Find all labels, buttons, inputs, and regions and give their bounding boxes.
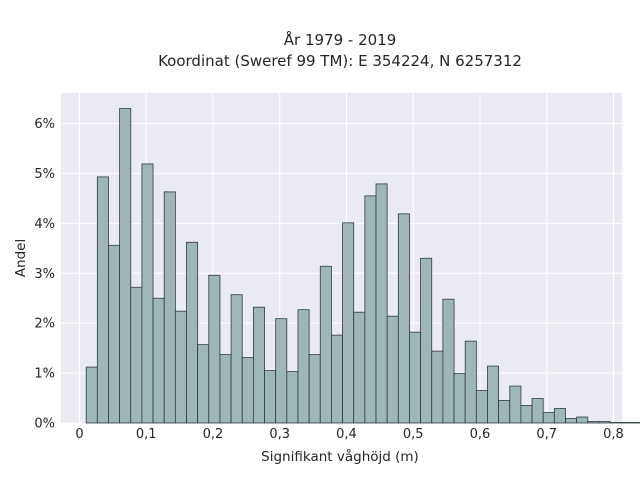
x-tick-label: 0,4 xyxy=(336,427,357,442)
histogram-bar xyxy=(186,241,199,424)
chart-title: År 1979 - 2019 xyxy=(284,30,397,49)
histogram-bar xyxy=(375,183,388,424)
histogram-bar xyxy=(163,191,176,424)
histogram-bar xyxy=(342,222,355,424)
histogram-bar xyxy=(219,354,232,424)
histogram-bar xyxy=(598,421,611,424)
histogram-bar xyxy=(174,310,187,424)
x-tick-label: 0,6 xyxy=(470,427,491,442)
histogram-bar xyxy=(509,385,522,424)
histogram-bar xyxy=(542,412,555,424)
histogram-bar xyxy=(96,176,109,424)
y-tick-label: 3% xyxy=(34,267,55,282)
y-tick-label: 0% xyxy=(34,417,55,432)
histogram-bar xyxy=(431,350,444,424)
histogram-bar xyxy=(620,422,633,424)
histogram-bar xyxy=(331,334,343,424)
histogram-bar xyxy=(353,311,366,424)
histogram-bar xyxy=(308,354,321,424)
x-tick-label: 0,1 xyxy=(136,427,157,442)
histogram-bar xyxy=(297,309,310,424)
histogram-bar xyxy=(386,315,399,424)
y-tick-label: 5% xyxy=(34,167,55,182)
histogram-bar xyxy=(565,418,578,424)
histogram-bar xyxy=(631,422,640,424)
histogram-bar xyxy=(409,331,422,424)
histogram-bar xyxy=(319,265,332,424)
x-tick-label: 0,5 xyxy=(403,427,424,442)
histogram-bar xyxy=(230,294,243,424)
y-tick-label: 1% xyxy=(34,367,55,382)
histogram-bar xyxy=(141,163,154,424)
chart-subtitle: Koordinat (Sweref 99 TM): E 354224, N 62… xyxy=(158,52,522,70)
histogram-bar xyxy=(275,318,288,424)
histogram-bar xyxy=(587,421,600,424)
y-tick-label: 4% xyxy=(34,217,55,232)
x-tick-label: 0,3 xyxy=(269,427,290,442)
y-axis-ticks: 0% 1% 2% 3% 4% 5% 6% xyxy=(34,117,55,432)
x-axis-label: Signifikant våghöjd (m) xyxy=(261,448,419,465)
histogram-bar xyxy=(609,422,622,424)
histogram-bar xyxy=(197,344,210,424)
histogram-bar xyxy=(152,297,165,424)
x-tick-label: 0,7 xyxy=(536,427,557,442)
histogram-bar xyxy=(130,286,143,424)
histogram-bar xyxy=(520,405,533,424)
histogram-bar xyxy=(241,357,254,424)
x-tick-label: 0 xyxy=(75,427,83,442)
histogram-bar xyxy=(576,416,589,424)
histogram-bar xyxy=(208,274,221,424)
histogram-bar xyxy=(264,370,277,424)
histogram-bar xyxy=(364,195,377,424)
histogram-bar xyxy=(252,306,265,424)
histogram-bar xyxy=(397,213,410,424)
histogram-bar xyxy=(286,371,299,424)
y-tick-label: 2% xyxy=(34,317,55,332)
histogram-bar xyxy=(108,244,121,424)
histogram-bar xyxy=(498,400,511,424)
histogram-bar xyxy=(119,108,132,424)
histogram-bar xyxy=(453,373,466,424)
histogram-bar xyxy=(553,408,566,424)
histogram-bar xyxy=(464,340,477,424)
x-tick-label: 0,2 xyxy=(203,427,224,442)
histogram-bar xyxy=(475,390,488,424)
y-tick-label: 6% xyxy=(34,117,55,132)
histogram-bar xyxy=(531,398,544,424)
x-tick-label: 0,8 xyxy=(603,427,624,442)
x-axis-ticks: 0 0,1 0,2 0,3 0,4 0,5 0,6 0,7 0,8 xyxy=(75,427,623,442)
histogram-bar xyxy=(85,366,98,424)
histogram-bar xyxy=(442,298,455,424)
histogram-bar xyxy=(420,257,433,424)
y-axis-label: Andel xyxy=(13,239,29,277)
bar-group xyxy=(85,108,640,424)
histogram-bar xyxy=(487,365,500,424)
